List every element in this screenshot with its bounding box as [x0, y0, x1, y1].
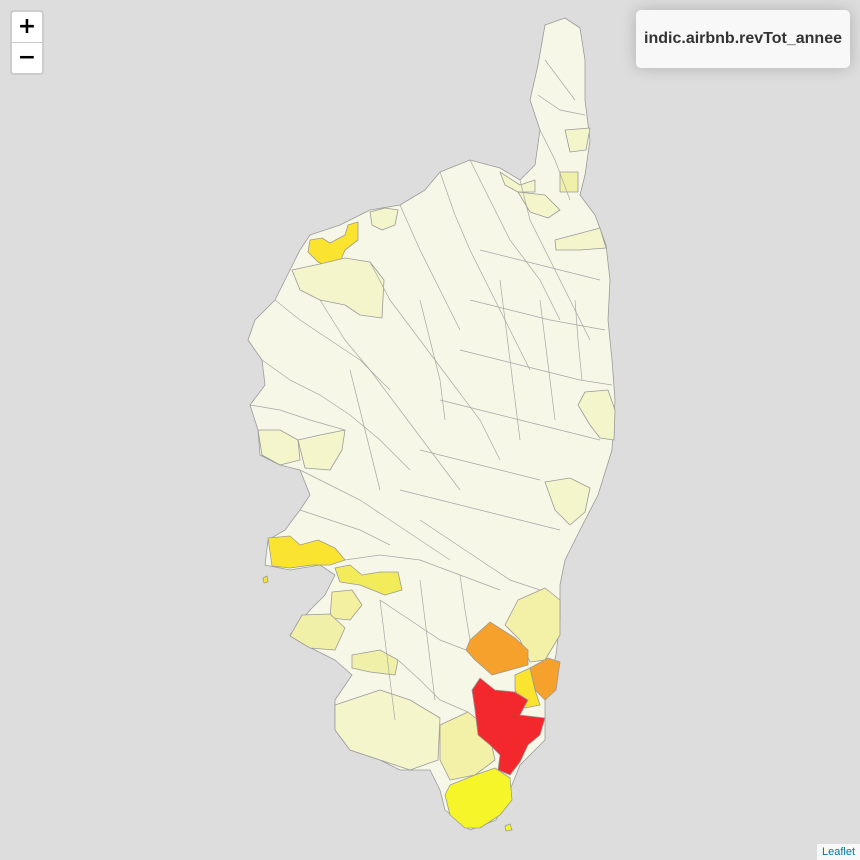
zoom-in-button[interactable]: + — [17, 14, 37, 39]
commune-bonifacio — [444, 767, 513, 829]
commune-cap-4 — [517, 191, 561, 219]
zoom-control: + − — [10, 10, 44, 75]
commune-cap-3 — [499, 171, 536, 193]
commune-borders — [249, 59, 613, 721]
commune-calvi — [307, 221, 359, 269]
corsica-island — [247, 17, 616, 831]
island-lavezzi — [504, 823, 513, 832]
commune-sw-2 — [289, 613, 346, 651]
commune-west-1 — [257, 429, 301, 466]
commune-sw-4 — [334, 689, 441, 771]
leaflet-link[interactable]: Leaflet — [821, 846, 855, 858]
commune-west-2 — [297, 429, 346, 471]
commune-sw-3 — [351, 649, 399, 676]
map-attribution: Leaflet — [816, 844, 860, 860]
zoom-out-button[interactable]: − — [12, 42, 42, 73]
commune-porto-vecchio — [471, 677, 546, 776]
legend-title: indic.airbnb.revTot_annee — [644, 30, 842, 47]
commune-porticcio — [334, 564, 403, 596]
commune-east-2 — [544, 477, 591, 526]
commune-cap-1 — [564, 127, 591, 153]
commune-ajaccio — [267, 535, 346, 569]
island-sanguinaires — [262, 575, 269, 584]
commune-orange-1 — [465, 621, 529, 676]
commune-sw-1 — [329, 589, 363, 621]
commune-cap-2 — [559, 171, 579, 193]
commune-nw-1 — [291, 257, 385, 319]
commune-east-1 — [577, 389, 616, 441]
commune-ne-1 — [554, 227, 607, 251]
commune-nw-2 — [369, 207, 399, 231]
map-legend: indic.airbnb.revTot_annee — [636, 10, 850, 68]
